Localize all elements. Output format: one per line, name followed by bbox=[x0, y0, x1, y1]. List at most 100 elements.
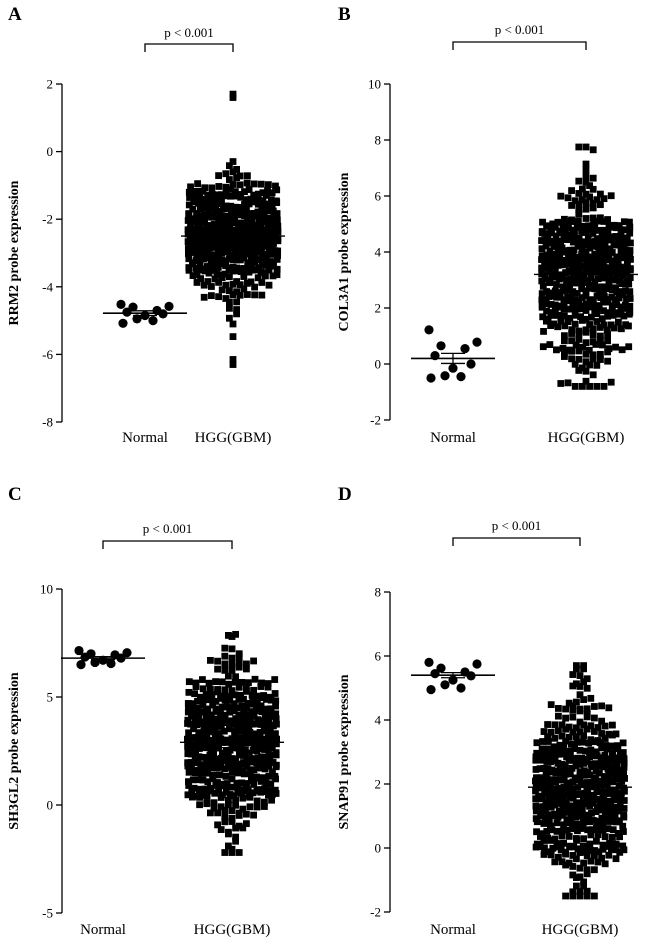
hgg-point bbox=[600, 383, 608, 390]
hgg-point bbox=[241, 727, 249, 735]
significance-label: p < 0.001 bbox=[492, 518, 542, 533]
hgg-point bbox=[240, 285, 248, 293]
hgg-point bbox=[573, 305, 581, 313]
y-tick-label: 10 bbox=[40, 582, 53, 597]
hgg-point bbox=[258, 708, 266, 716]
hgg-point bbox=[185, 266, 193, 274]
significance-bracket bbox=[102, 540, 233, 549]
hgg-point bbox=[196, 693, 204, 701]
hgg-point bbox=[586, 361, 593, 369]
hgg-point bbox=[532, 787, 539, 795]
normal-point bbox=[430, 669, 440, 679]
hgg-point bbox=[235, 849, 243, 856]
hgg-point bbox=[533, 739, 541, 747]
hgg-point bbox=[588, 313, 595, 321]
hgg-point bbox=[569, 682, 577, 690]
hgg-point bbox=[560, 296, 568, 304]
hgg-point bbox=[533, 818, 541, 826]
hgg-point bbox=[203, 707, 211, 715]
hgg-point bbox=[232, 630, 239, 638]
hgg-point bbox=[619, 739, 627, 747]
hgg-point bbox=[246, 729, 254, 736]
hgg-point bbox=[586, 284, 594, 292]
hgg-point bbox=[586, 802, 593, 810]
hgg-point bbox=[573, 882, 580, 890]
hgg-point bbox=[220, 221, 227, 229]
hgg-point bbox=[227, 185, 235, 193]
hgg-point bbox=[199, 685, 207, 693]
hgg-point bbox=[228, 661, 236, 669]
hgg-point bbox=[552, 273, 560, 281]
hgg-point bbox=[247, 278, 255, 286]
hgg-point bbox=[621, 775, 628, 782]
hgg-point bbox=[591, 866, 598, 874]
hgg-point bbox=[600, 773, 608, 780]
hgg-point bbox=[555, 807, 563, 815]
hgg-point bbox=[272, 229, 279, 237]
hgg-point bbox=[222, 257, 230, 265]
hgg-point bbox=[195, 247, 203, 255]
hgg-point bbox=[538, 229, 546, 237]
hgg-point bbox=[184, 708, 192, 716]
panel-letter-b: B bbox=[338, 4, 351, 25]
hgg-point bbox=[232, 192, 239, 200]
hgg-point bbox=[239, 752, 247, 759]
y-tick-label: 10 bbox=[368, 77, 381, 92]
hgg-point bbox=[604, 298, 612, 306]
hgg-point bbox=[576, 812, 584, 820]
hgg-point bbox=[544, 721, 551, 728]
hgg-point bbox=[620, 755, 628, 763]
hgg-point bbox=[582, 747, 589, 755]
hgg-point bbox=[228, 849, 236, 856]
hgg-point bbox=[243, 763, 251, 771]
hgg-point bbox=[579, 343, 587, 351]
category-label-normal: Normal bbox=[122, 430, 168, 446]
hgg-point bbox=[555, 712, 562, 720]
hgg-point bbox=[562, 714, 569, 722]
hgg-point bbox=[250, 198, 258, 206]
hgg-point bbox=[589, 214, 597, 222]
hgg-point bbox=[250, 781, 258, 788]
hgg-point bbox=[239, 805, 247, 813]
hgg-point bbox=[261, 727, 269, 735]
hgg-point bbox=[570, 272, 578, 280]
hgg-point bbox=[235, 253, 242, 260]
significance-label: p < 0.001 bbox=[495, 22, 545, 37]
hgg-point bbox=[264, 680, 272, 687]
hgg-point bbox=[242, 196, 250, 204]
hgg-point bbox=[613, 301, 621, 309]
hgg-point bbox=[582, 287, 590, 295]
hgg-point bbox=[619, 272, 627, 280]
hgg-point bbox=[566, 231, 574, 239]
hgg-point bbox=[211, 723, 219, 731]
hgg-point bbox=[210, 804, 218, 812]
hgg-point bbox=[589, 826, 597, 834]
hgg-point bbox=[210, 717, 217, 725]
hgg-point bbox=[195, 712, 203, 720]
hgg-point bbox=[558, 244, 566, 252]
hgg-point bbox=[568, 187, 575, 194]
hgg-point bbox=[229, 280, 237, 288]
hgg-point bbox=[617, 307, 625, 314]
hgg-point bbox=[547, 803, 555, 811]
hgg-point bbox=[598, 854, 605, 862]
hgg-point bbox=[238, 678, 246, 686]
hgg-point bbox=[242, 787, 249, 795]
hgg-point bbox=[552, 769, 560, 777]
hgg-point bbox=[589, 204, 597, 212]
hgg-point bbox=[540, 764, 548, 772]
hgg-point bbox=[218, 256, 226, 264]
hgg-point bbox=[622, 305, 629, 312]
hgg-point bbox=[557, 192, 565, 200]
hgg-point bbox=[573, 665, 580, 673]
hgg-point bbox=[225, 738, 233, 745]
hgg-point bbox=[563, 276, 570, 284]
hgg-point bbox=[231, 732, 239, 740]
hgg-point bbox=[246, 793, 254, 801]
y-tick-label: -6 bbox=[42, 347, 53, 362]
hgg-point bbox=[591, 224, 599, 231]
hgg-point bbox=[617, 235, 625, 243]
hgg-point bbox=[569, 305, 577, 313]
hgg-point bbox=[567, 814, 575, 821]
hgg-point bbox=[596, 267, 604, 274]
